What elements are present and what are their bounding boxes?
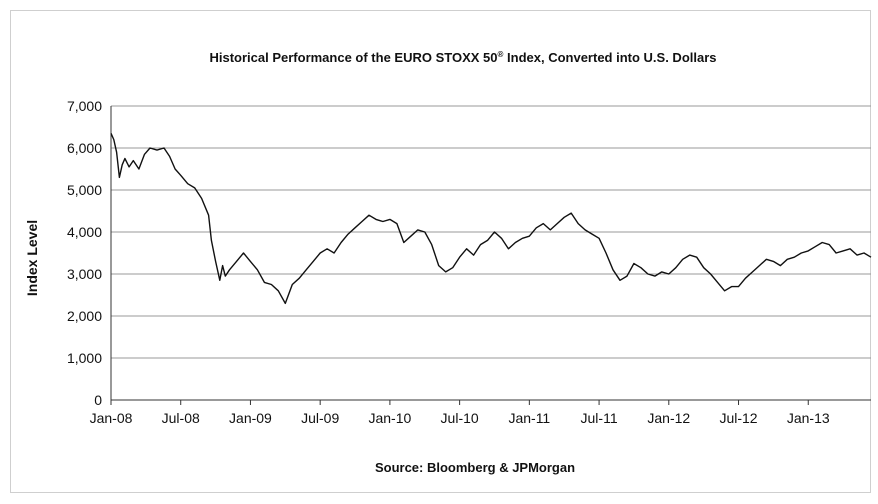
y-tick-label: 2,000 [67,308,102,324]
chart-title-main: Historical Performance of the EURO STOXX… [209,50,497,65]
chart-border [10,10,871,493]
chart-title-suffix: Index, Converted into U.S. Dollars [503,50,716,65]
x-tick-label: Jan-13 [787,410,830,426]
y-tick-label: 3,000 [67,266,102,282]
y-axis-label: Index Level [24,220,40,296]
x-tick-label: Jul-10 [441,410,479,426]
axes [110,106,871,405]
y-tick-label: 4,000 [67,224,102,240]
x-tick-label: Jan-08 [90,410,133,426]
x-tick-label: Jan-12 [647,410,690,426]
series-line [110,133,872,305]
chart-title: Historical Performance of the EURO STOXX… [209,50,716,65]
y-tick-label: 1,000 [67,350,102,366]
source-note: Source: Bloomberg & JPMorgan [375,460,575,475]
x-tick-label: Jul-08 [162,410,200,426]
y-tick-label: 0 [94,392,102,408]
x-tick-label: Jul-12 [719,410,757,426]
y-tick-label: 7,000 [67,98,102,114]
x-tick-label: Jan-11 [508,410,550,426]
x-tick-label: Jul-11 [581,410,618,426]
gridlines [111,105,871,359]
x-tick-labels: Jan-08 Jul-08 Jan-09 Jul-09 Jan-10 Jul-10 Jan-… [90,410,830,426]
chart-title-superscript: ® [498,50,504,59]
x-tick-label: Jan-10 [368,410,411,426]
y-tick-label: 5,000 [67,182,102,198]
x-tick-label: Jul-09 [301,410,339,426]
x-tick-label: Jan-09 [229,410,272,426]
y-tick-labels: 0 1,000 2,000 3,000 4,000 5,000 6,000 7,000 [67,98,102,408]
y-tick-label: 6,000 [67,140,102,156]
